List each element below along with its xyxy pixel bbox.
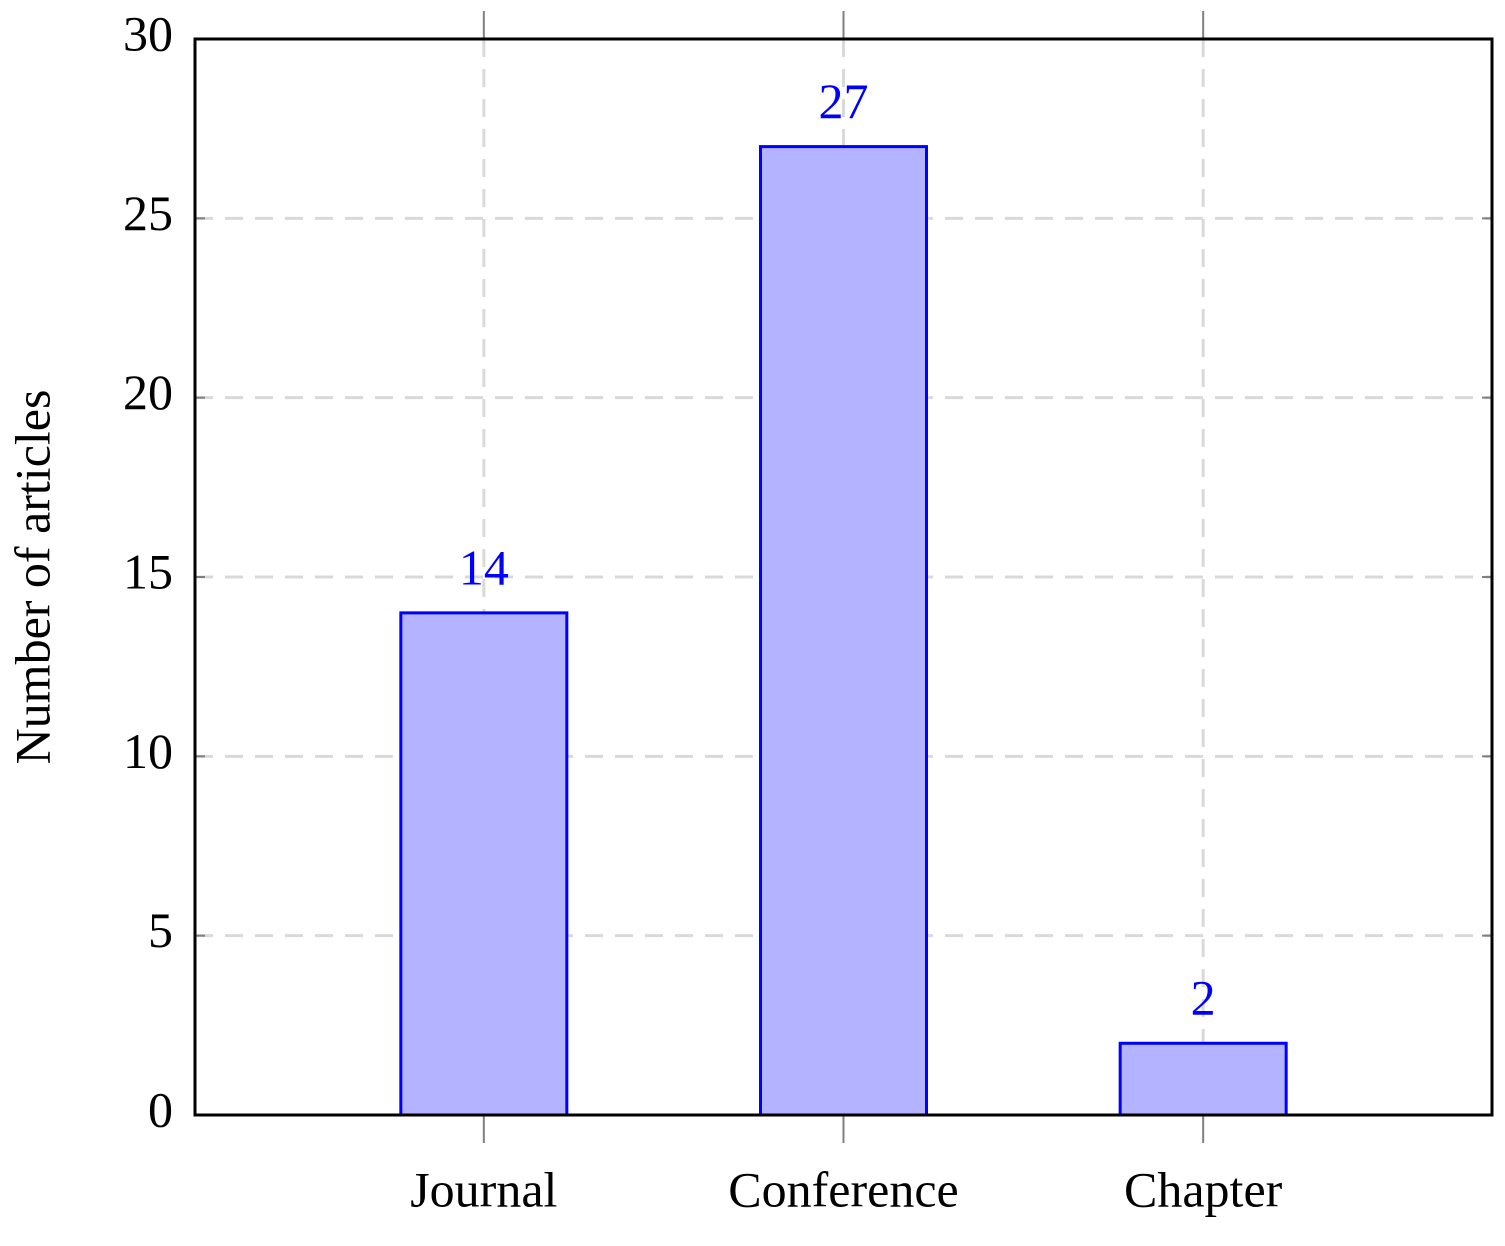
- y-tick-label: 0: [148, 1081, 173, 1137]
- value-label: 27: [819, 73, 869, 129]
- y-tick-label: 30: [123, 5, 173, 61]
- value-label: 14: [459, 539, 509, 595]
- bar: [1118, 1041, 1288, 1117]
- y-axis-label: Number of articles: [4, 390, 60, 765]
- bar: [759, 145, 928, 1117]
- bar: [399, 611, 569, 1117]
- x-tick-label: Journal: [410, 1161, 557, 1217]
- x-tick-label: Conference: [728, 1161, 958, 1217]
- plot-frame: [193, 37, 1494, 1117]
- y-tick-label: 20: [123, 364, 173, 420]
- y-tick-label: 15: [123, 543, 173, 599]
- value-label: 2: [1191, 970, 1216, 1026]
- y-tick-label: 25: [123, 185, 173, 241]
- y-tick-label: 5: [148, 902, 173, 958]
- y-tick-label: 10: [123, 723, 173, 779]
- x-tick-label: Chapter: [1124, 1161, 1283, 1217]
